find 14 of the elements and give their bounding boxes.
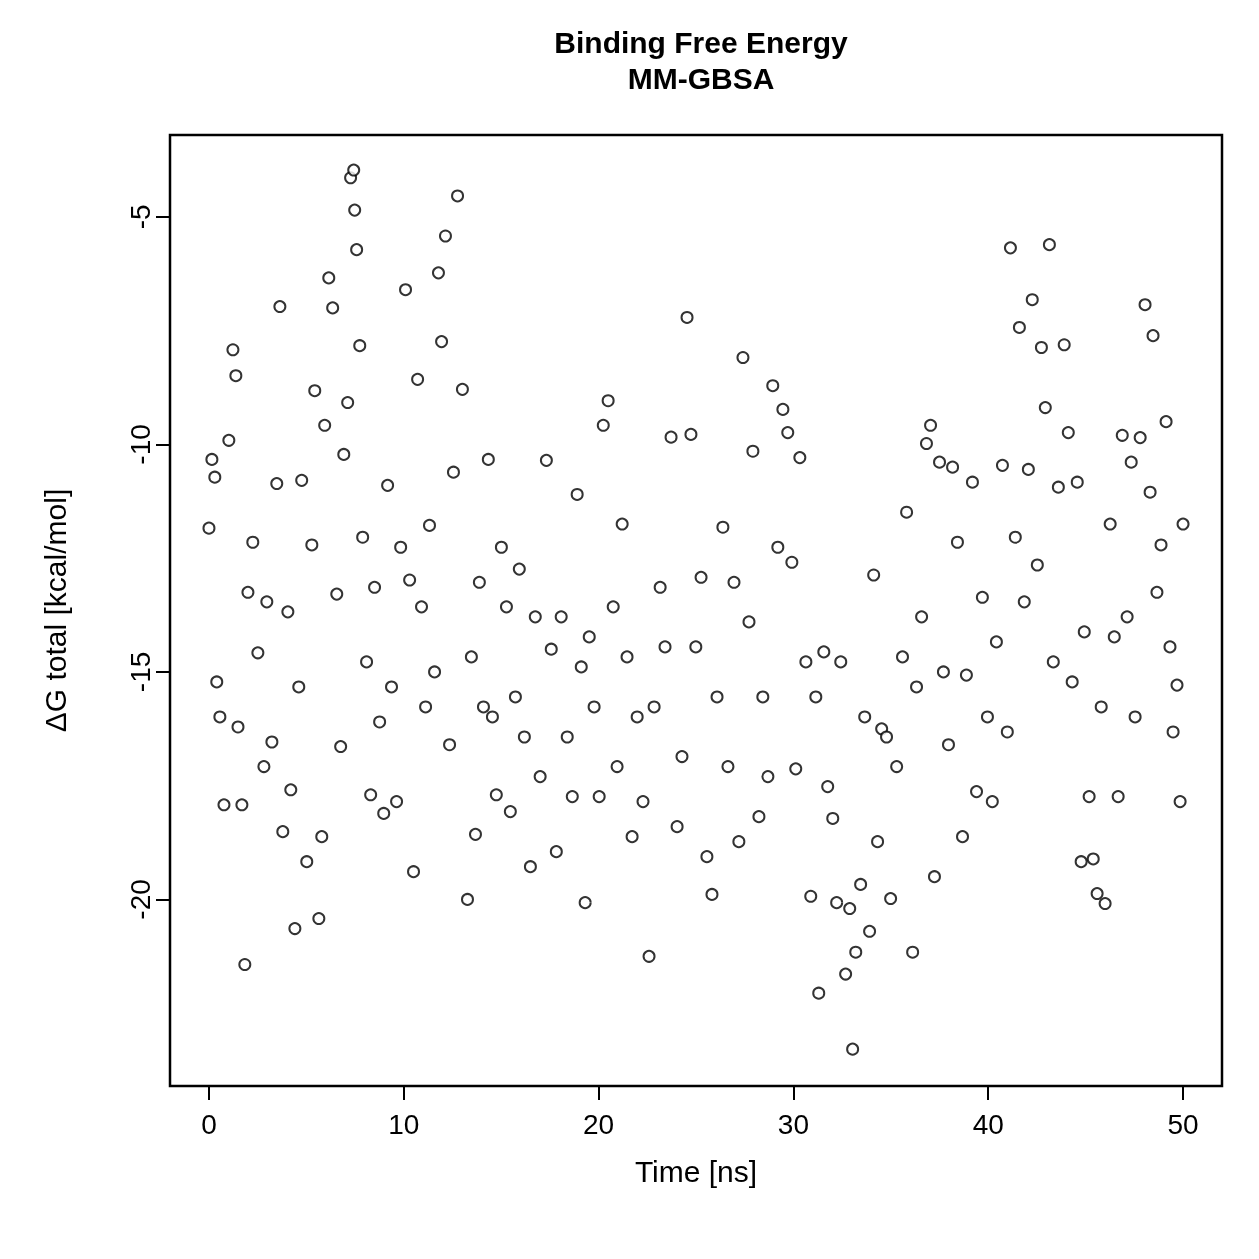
x-tick-label: 30	[777, 1108, 809, 1140]
x-axis-title: Time [ns]	[634, 1154, 758, 1188]
x-tick-label: 50	[1167, 1108, 1199, 1140]
y-tick-label: -10	[124, 424, 156, 465]
chart-subtitle: MM-GBSA	[627, 61, 775, 95]
x-tick-label: 10	[388, 1108, 420, 1140]
chart-title: Binding Free Energy	[554, 25, 848, 59]
y-tick-label: -15	[124, 651, 156, 693]
y-axis-title: ΔG total [kcal/mol]	[38, 488, 72, 733]
x-tick-label: 0	[201, 1108, 217, 1140]
y-tick-label: -5	[124, 204, 156, 230]
x-tick-label: 20	[583, 1108, 615, 1140]
x-tick-label: 40	[972, 1108, 1004, 1140]
y-tick-label: -20	[124, 879, 156, 920]
